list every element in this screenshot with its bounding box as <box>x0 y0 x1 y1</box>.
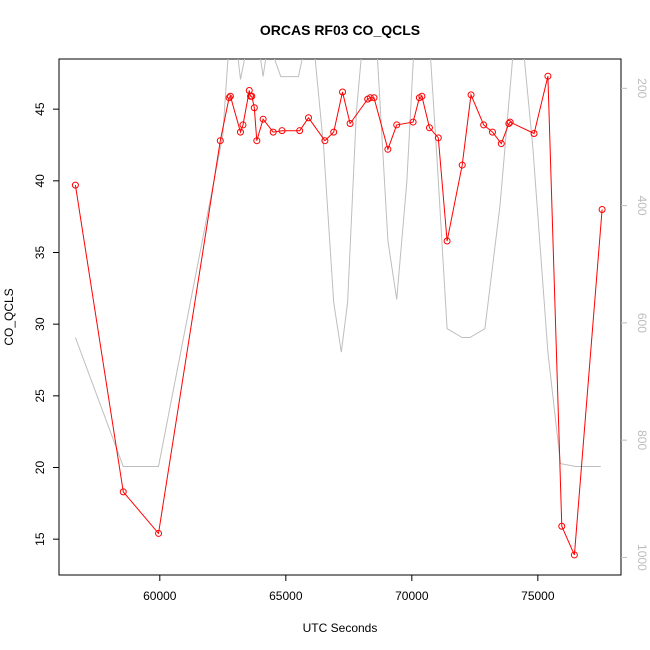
plot-frame <box>58 58 622 576</box>
data-point <box>278 127 286 135</box>
data-point <box>497 140 505 148</box>
data-point <box>409 118 417 126</box>
y-tick-label: 25 <box>33 389 47 403</box>
y-tick-label: 20 <box>33 461 47 475</box>
y2-tick-label: 1000 <box>635 544 649 571</box>
data-point <box>425 124 433 132</box>
data-point <box>570 551 578 559</box>
y-tick-label: 15 <box>33 532 47 546</box>
data-point <box>530 130 538 138</box>
data-point <box>458 161 466 169</box>
series-line <box>74 76 603 556</box>
data-point <box>370 94 378 102</box>
y-axis-label: CO_QCLS <box>2 288 16 345</box>
y2-tick-label: 400 <box>635 196 649 216</box>
data-point <box>434 134 442 142</box>
data-point <box>339 88 347 96</box>
secondary-series-line <box>74 59 601 467</box>
y-tick-label: 45 <box>33 102 47 116</box>
data-point <box>505 120 513 127</box>
data-point <box>393 121 401 129</box>
plot-area <box>71 59 606 559</box>
data-point <box>321 137 329 145</box>
y2-axis: 200 400 600 800 1000 <box>621 78 649 571</box>
data-point <box>467 91 475 99</box>
data-point <box>443 237 451 245</box>
x-tick-label: 75000 <box>521 589 555 603</box>
data-point <box>366 94 374 102</box>
data-point <box>506 118 514 126</box>
data-point <box>346 120 354 127</box>
y-tick-label: 40 <box>33 174 47 188</box>
y2-tick-label: 600 <box>635 313 649 333</box>
x-axis-label: UTC Seconds <box>303 621 378 635</box>
data-point <box>226 92 234 100</box>
data-point <box>71 181 79 189</box>
data-point <box>155 529 163 537</box>
data-point <box>330 128 338 136</box>
data-point <box>248 92 256 100</box>
data-point <box>119 488 127 496</box>
y2-tick-label: 800 <box>635 430 649 450</box>
y-tick-label: 30 <box>33 317 47 331</box>
data-point <box>558 522 566 530</box>
data-point <box>236 128 244 136</box>
data-point <box>598 206 606 213</box>
data-point <box>544 72 552 80</box>
data-point <box>269 128 277 136</box>
data-point <box>304 114 312 122</box>
data-point <box>216 137 224 145</box>
y-axis: 15 20 25 30 35 40 45 <box>33 102 59 546</box>
x-tick-label: 70000 <box>395 589 429 603</box>
chart-title: ORCAS RF03 CO_QCLS <box>260 22 420 38</box>
x-axis: 60000 65000 70000 75000 <box>143 575 555 603</box>
data-point <box>384 145 392 153</box>
data-point <box>253 137 261 145</box>
data-point <box>250 104 258 112</box>
data-point <box>259 115 267 123</box>
y-tick-label: 35 <box>33 246 47 260</box>
data-point <box>239 121 247 129</box>
x-tick-label: 60000 <box>143 589 177 603</box>
data-point <box>488 128 496 136</box>
data-point <box>418 92 426 100</box>
data-point <box>480 121 488 129</box>
y2-tick-label: 200 <box>635 78 649 98</box>
x-tick-label: 65000 <box>269 589 303 603</box>
data-point <box>296 127 304 135</box>
data-point <box>225 94 233 102</box>
